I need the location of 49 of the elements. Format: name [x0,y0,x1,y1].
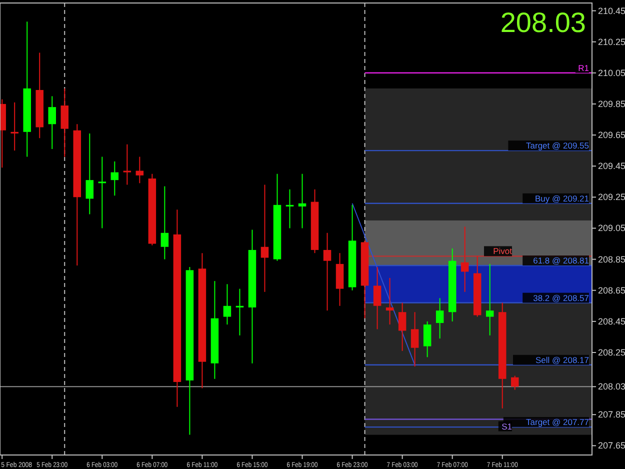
ref-line-label: Pivot [493,246,513,256]
y-tick-label: 209.85 [598,98,625,109]
candlestick [423,320,432,358]
candlestick [323,232,332,312]
candlestick [410,312,419,367]
ref-line-label: Target @ 209.55 [526,140,590,151]
candlestick [460,226,469,292]
ref-line-label: Buy @ 209.21 [535,193,590,204]
ref-line-label: R1 [578,62,590,73]
candlestick [260,184,269,292]
y-tick-label: 207.85 [598,410,625,420]
y-tick-label: 209.05 [598,223,625,234]
candlestick [98,156,106,229]
candlestick [136,156,144,184]
candlestick [436,298,444,340]
ref-line-label: 61.8 @ 208.81 [533,256,590,266]
y-tick-label: 208.45 [598,316,625,326]
candlestick [398,302,406,352]
candlestick [373,266,382,330]
candlestick [48,96,56,150]
y-tick-label: 208.65 [598,285,625,296]
y-tick-label: 209.65 [598,130,625,140]
candlestick [223,284,232,326]
candlestick [86,132,94,215]
y-tick-label: 209.25 [598,192,625,202]
y-tick-label: 210.05 [598,68,625,78]
ref-line-label: S1 [502,421,512,432]
y-tick-label: 208.25 [598,347,625,358]
candlestick [510,375,519,390]
candlestick [123,144,132,186]
y-tick-label: 210.45 [598,6,625,16]
y-tick-label: 208.03 [598,382,625,392]
candlestick [160,186,169,260]
y-tick-label: 209.45 [598,161,625,172]
ref-line-label: 38.2 @ 208.57 [533,292,590,303]
y-tick-label: 207.65 [598,440,625,451]
candlestick [386,277,394,326]
y-tick-label: 210.25 [598,36,625,47]
y-tick-label: 208.85 [598,254,625,264]
candlestick [236,288,244,336]
candlestick [10,102,18,152]
candlestick [486,263,494,336]
candlestick [286,188,294,229]
candlestick [60,88,68,158]
annotation: 208.03 [500,7,586,38]
ref-line-label: Target @ 207.77 [526,417,590,428]
ref-line-label: Sell @ 208.17 [535,354,590,365]
candlestick [110,160,119,196]
candlestick [298,173,306,229]
